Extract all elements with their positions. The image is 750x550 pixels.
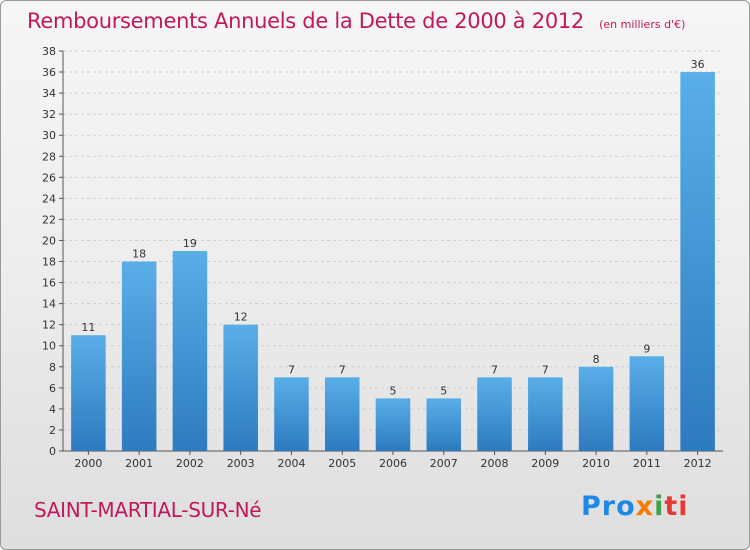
data-label-2000: 11 xyxy=(81,321,95,334)
bar-2001 xyxy=(121,261,157,451)
bar-2008 xyxy=(477,377,512,451)
bar-2005 xyxy=(324,377,360,451)
x-tick-label-2008: 2008 xyxy=(481,457,509,470)
y-tick-label: 6 xyxy=(49,382,56,395)
data-label-2007: 5 xyxy=(440,384,447,397)
y-tick-label: 36 xyxy=(42,66,56,79)
y-tick-label: 10 xyxy=(42,340,56,353)
bar-2006 xyxy=(375,398,411,451)
chart-unit: (en milliers d'€) xyxy=(599,18,686,31)
y-tick-label: 30 xyxy=(42,129,56,142)
x-tick-label-2000: 2000 xyxy=(74,457,102,470)
y-tick-label: 28 xyxy=(42,150,56,163)
y-tick-label: 24 xyxy=(42,192,56,205)
y-tick-label: 38 xyxy=(42,45,56,58)
commune-name: SAINT-MARTIAL-SUR-Né xyxy=(34,498,262,522)
data-label-2005: 7 xyxy=(339,363,346,376)
bars xyxy=(71,72,715,451)
bar-2010 xyxy=(578,366,614,451)
chart-title: Remboursements Annuels de la Dette de 20… xyxy=(27,9,584,33)
x-tick-label-2010: 2010 xyxy=(582,457,610,470)
x-tick-label-2003: 2003 xyxy=(227,457,255,470)
labels: 11 2000 18 2001 19 2002 12 2003 7 2004 7 2005 5 2006 5… xyxy=(74,58,711,470)
y-tick-label: 8 xyxy=(49,361,56,374)
data-label-2011: 9 xyxy=(643,342,650,355)
y-tick-label: 32 xyxy=(42,108,56,121)
y-tick-label: 0 xyxy=(49,445,56,458)
y-tick-label: 16 xyxy=(42,277,56,290)
data-label-2003: 12 xyxy=(234,311,248,324)
bar-2004 xyxy=(274,377,309,451)
y-tick-label: 22 xyxy=(42,213,56,226)
bar-2009 xyxy=(528,377,563,451)
x-tick-label-2012: 2012 xyxy=(684,457,712,470)
data-label-2012: 36 xyxy=(691,58,705,71)
y-tick-label: 34 xyxy=(42,87,56,100)
y-tick-label: 14 xyxy=(42,298,56,311)
data-label-2004: 7 xyxy=(288,363,295,376)
x-tick-label-2006: 2006 xyxy=(379,457,407,470)
bar-2003 xyxy=(223,324,258,451)
y-tick-label: 12 xyxy=(42,319,56,332)
data-label-2009: 7 xyxy=(542,363,549,376)
chart-title-block: Remboursements Annuels de la Dette de 20… xyxy=(27,9,685,33)
x-tick-label-2005: 2005 xyxy=(328,457,356,470)
data-label-2001: 18 xyxy=(132,248,146,261)
x-tick-label-2007: 2007 xyxy=(430,457,458,470)
y-tick-label: 26 xyxy=(42,171,56,184)
data-label-2008: 7 xyxy=(491,363,498,376)
y-tick-label: 18 xyxy=(42,256,56,269)
data-label-2010: 8 xyxy=(593,353,600,366)
bar-2000 xyxy=(71,335,106,451)
x-tick-label-2009: 2009 xyxy=(531,457,559,470)
data-label-2006: 5 xyxy=(390,384,397,397)
y-tick-label: 20 xyxy=(42,234,56,247)
y-tick-label: 2 xyxy=(49,424,56,437)
x-tick-label-2011: 2011 xyxy=(633,457,661,470)
x-tick-label-2002: 2002 xyxy=(176,457,204,470)
y-tick-label: 4 xyxy=(49,403,56,416)
x-tick-label-2001: 2001 xyxy=(125,457,153,470)
bar-2012 xyxy=(680,72,715,451)
bar-2011 xyxy=(629,356,665,451)
x-tick-label-2004: 2004 xyxy=(277,457,305,470)
data-label-2002: 19 xyxy=(183,237,197,250)
proxiti-logo: Proxiti xyxy=(581,491,689,522)
bar-2007 xyxy=(426,398,462,451)
bar-2002 xyxy=(172,251,208,451)
